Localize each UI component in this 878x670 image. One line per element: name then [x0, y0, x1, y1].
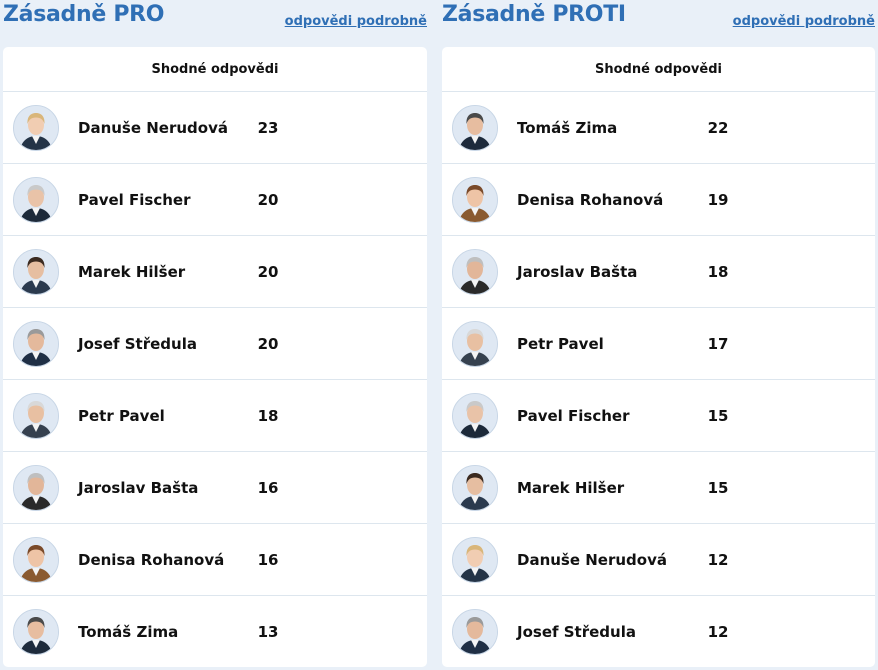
candidate-row: Tomáš Zima 22 — [442, 92, 875, 164]
matching-answers-count: 20 — [257, 334, 279, 353]
matching-answers-count: 16 — [257, 550, 279, 569]
candidate-name: Tomáš Zima — [517, 118, 618, 137]
avatar — [13, 393, 59, 439]
contra-card: Shodné odpovědi Tomáš Zima 22 Denisa Rohan… — [442, 47, 875, 667]
candidate-row: Tomáš Zima 13 — [3, 596, 427, 667]
candidate-row: Pavel Fischer 15 — [442, 380, 875, 452]
candidate-row: Petr Pavel 17 — [442, 308, 875, 380]
pro-card: Shodné odpovědi Danuše Nerudová 23 Pavel F… — [3, 47, 427, 667]
avatar — [452, 105, 498, 151]
avatar — [13, 465, 59, 511]
candidate-row: Josef Středula 20 — [3, 308, 427, 380]
candidate-name: Josef Středula — [517, 622, 636, 641]
matching-answers-count: 23 — [257, 118, 279, 137]
avatar — [452, 177, 498, 223]
pro-panel: Zásadně PRO odpovědi podrobně Shodné odp… — [3, 0, 427, 670]
candidate-row: Pavel Fischer 20 — [3, 164, 427, 236]
candidate-name: Tomáš Zima — [78, 622, 179, 641]
pro-detail-link[interactable]: odpovědi podrobně — [284, 14, 427, 29]
candidate-row: Marek Hilšer 20 — [3, 236, 427, 308]
matching-answers-count: 15 — [707, 406, 729, 425]
candidate-row: Danuše Nerudová 12 — [442, 524, 875, 596]
avatar — [13, 609, 59, 655]
candidate-name: Josef Středula — [78, 334, 197, 353]
avatar — [13, 321, 59, 367]
candidate-row: Denisa Rohanová 16 — [3, 524, 427, 596]
avatar — [13, 537, 59, 583]
avatar — [452, 609, 498, 655]
candidate-name: Pavel Fischer — [78, 190, 191, 209]
matching-answers-count: 12 — [707, 622, 729, 641]
candidate-row: Marek Hilšer 15 — [442, 452, 875, 524]
pro-title: Zásadně PRO — [3, 2, 165, 27]
candidate-row: Petr Pavel 18 — [3, 380, 427, 452]
matching-answers-count: 18 — [257, 406, 279, 425]
matching-answers-count: 13 — [257, 622, 279, 641]
contra-column-header: Shodné odpovědi — [442, 47, 875, 92]
pro-candidate-list: Danuše Nerudová 23 Pavel Fischer 20 Marek Hi… — [3, 92, 427, 667]
matching-answers-count: 12 — [707, 550, 729, 569]
candidate-name: Petr Pavel — [517, 334, 604, 353]
avatar — [452, 393, 498, 439]
matching-answers-count: 15 — [707, 478, 729, 497]
candidate-name: Jaroslav Bašta — [517, 262, 638, 281]
candidate-name: Marek Hilšer — [517, 478, 625, 497]
contra-panel: Zásadně PROTI odpovědi podrobně Shodné o… — [442, 0, 875, 670]
matching-answers-count: 18 — [707, 262, 729, 281]
avatar — [13, 249, 59, 295]
candidate-row: Josef Středula 12 — [442, 596, 875, 667]
candidate-row: Jaroslav Bašta 16 — [3, 452, 427, 524]
pro-panel-header: Zásadně PRO odpovědi podrobně — [3, 0, 427, 46]
candidate-row: Danuše Nerudová 23 — [3, 92, 427, 164]
candidate-name: Pavel Fischer — [517, 406, 630, 425]
contra-candidate-list: Tomáš Zima 22 Denisa Rohanová 19 Jaroslav Ba… — [442, 92, 875, 667]
candidate-name: Jaroslav Bašta — [78, 478, 199, 497]
candidate-name: Danuše Nerudová — [78, 118, 228, 137]
matching-answers-count: 20 — [257, 262, 279, 281]
contra-detail-link[interactable]: odpovědi podrobně — [732, 14, 875, 29]
candidate-name: Danuše Nerudová — [517, 550, 667, 569]
avatar — [13, 177, 59, 223]
candidate-name: Denisa Rohanová — [517, 190, 664, 209]
avatar — [452, 537, 498, 583]
contra-panel-header: Zásadně PROTI odpovědi podrobně — [442, 0, 875, 46]
matching-answers-count: 16 — [257, 478, 279, 497]
avatar — [13, 105, 59, 151]
avatar — [452, 321, 498, 367]
matching-answers-count: 17 — [707, 334, 729, 353]
matching-answers-count: 20 — [257, 190, 279, 209]
candidate-name: Denisa Rohanová — [78, 550, 225, 569]
candidate-name: Marek Hilšer — [78, 262, 186, 281]
pro-column-header: Shodné odpovědi — [3, 47, 427, 92]
candidate-name: Petr Pavel — [78, 406, 165, 425]
matching-answers-count: 19 — [707, 190, 729, 209]
avatar — [452, 249, 498, 295]
avatar — [452, 465, 498, 511]
candidate-row: Denisa Rohanová 19 — [442, 164, 875, 236]
matching-answers-count: 22 — [707, 118, 729, 137]
contra-title: Zásadně PROTI — [442, 2, 626, 27]
candidate-row: Jaroslav Bašta 18 — [442, 236, 875, 308]
